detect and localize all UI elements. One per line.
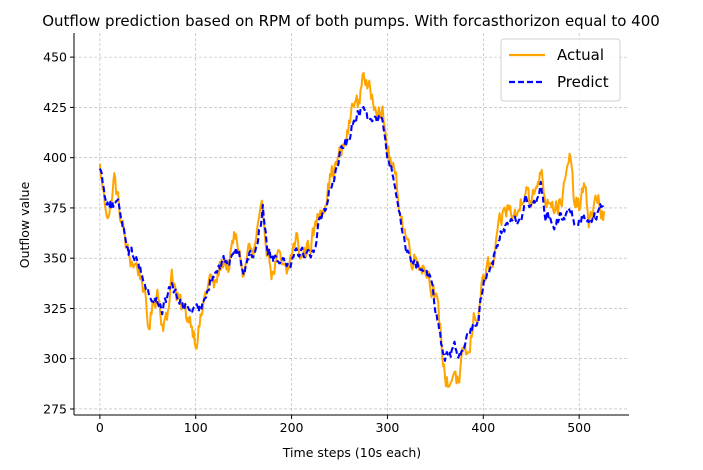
y-ticks: 275 300 325 350 375 400 425 450 (43, 50, 74, 416)
legend-label-actual: Actual (557, 46, 604, 64)
x-tick-label: 400 (471, 420, 495, 435)
y-tick-label: 325 (43, 301, 67, 316)
series-layer (98, 71, 606, 388)
y-tick-label: 425 (43, 100, 67, 115)
y-tick-label: 300 (43, 351, 67, 366)
x-tick-label: 0 (96, 420, 104, 435)
x-tick-label: 500 (567, 420, 591, 435)
y-tick-label: 400 (43, 150, 67, 165)
y-tick-label: 375 (43, 200, 67, 215)
y-axis-label: Outflow value (17, 181, 32, 268)
y-tick-label: 450 (43, 50, 67, 65)
axes (73, 33, 629, 416)
y-tick-label: 350 (43, 251, 67, 266)
chart-title: Outflow prediction based on RPM of both … (42, 12, 660, 30)
series-line-actual (98, 71, 606, 388)
x-tick-label: 100 (184, 420, 208, 435)
y-tick-label: 275 (43, 401, 67, 416)
x-tick-label: 200 (280, 420, 304, 435)
x-ticks: 0 100 200 300 400 500 (96, 415, 591, 435)
legend: Actual Predict (500, 38, 621, 102)
x-axis-label: Time steps (10s each) (282, 445, 421, 460)
x-tick-label: 300 (376, 420, 400, 435)
series-line-predict (98, 105, 606, 362)
legend-label-predict: Predict (557, 73, 609, 91)
